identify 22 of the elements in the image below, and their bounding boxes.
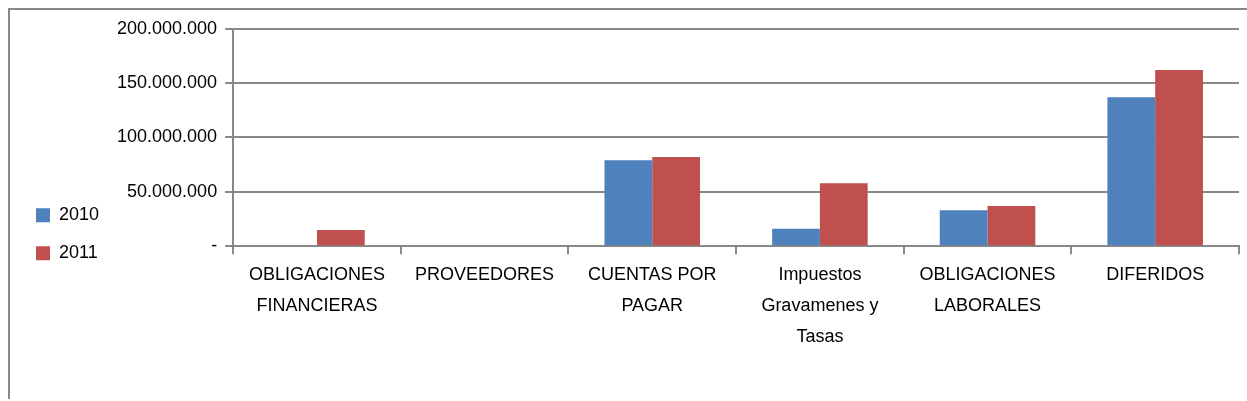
bar: [604, 160, 653, 246]
legend-label: 2011: [59, 242, 98, 263]
bar: [652, 157, 701, 246]
x-tick-label: OBLIGACIONES LABORALES: [919, 264, 1056, 316]
legend-label: 2010: [59, 204, 100, 225]
x-tick-label: OBLIGACIONES FINANCIERAS: [248, 264, 385, 316]
bar: [939, 210, 988, 246]
y-tick-label: 50.000.000: [127, 180, 218, 201]
y-tick-label: 200.000.000: [117, 17, 218, 38]
x-tick-label: Impuestos Gravamenes y Tasas: [761, 264, 879, 346]
x-tick-label: PROVEEDORES: [415, 264, 555, 285]
y-tick-label: 100.000.000: [117, 126, 218, 147]
x-tick-label: CUENTAS POR PAGAR: [587, 264, 717, 316]
bar: [1107, 97, 1156, 246]
bar: [316, 229, 365, 246]
y-tick-label: 150.000.000: [117, 72, 218, 93]
bar: [772, 228, 820, 246]
x-tick-label: DIFERIDOS: [1106, 264, 1205, 285]
bar: [1155, 70, 1203, 246]
bar: [987, 205, 1036, 246]
y-tick-label: -: [211, 235, 218, 256]
bar: [819, 183, 868, 246]
